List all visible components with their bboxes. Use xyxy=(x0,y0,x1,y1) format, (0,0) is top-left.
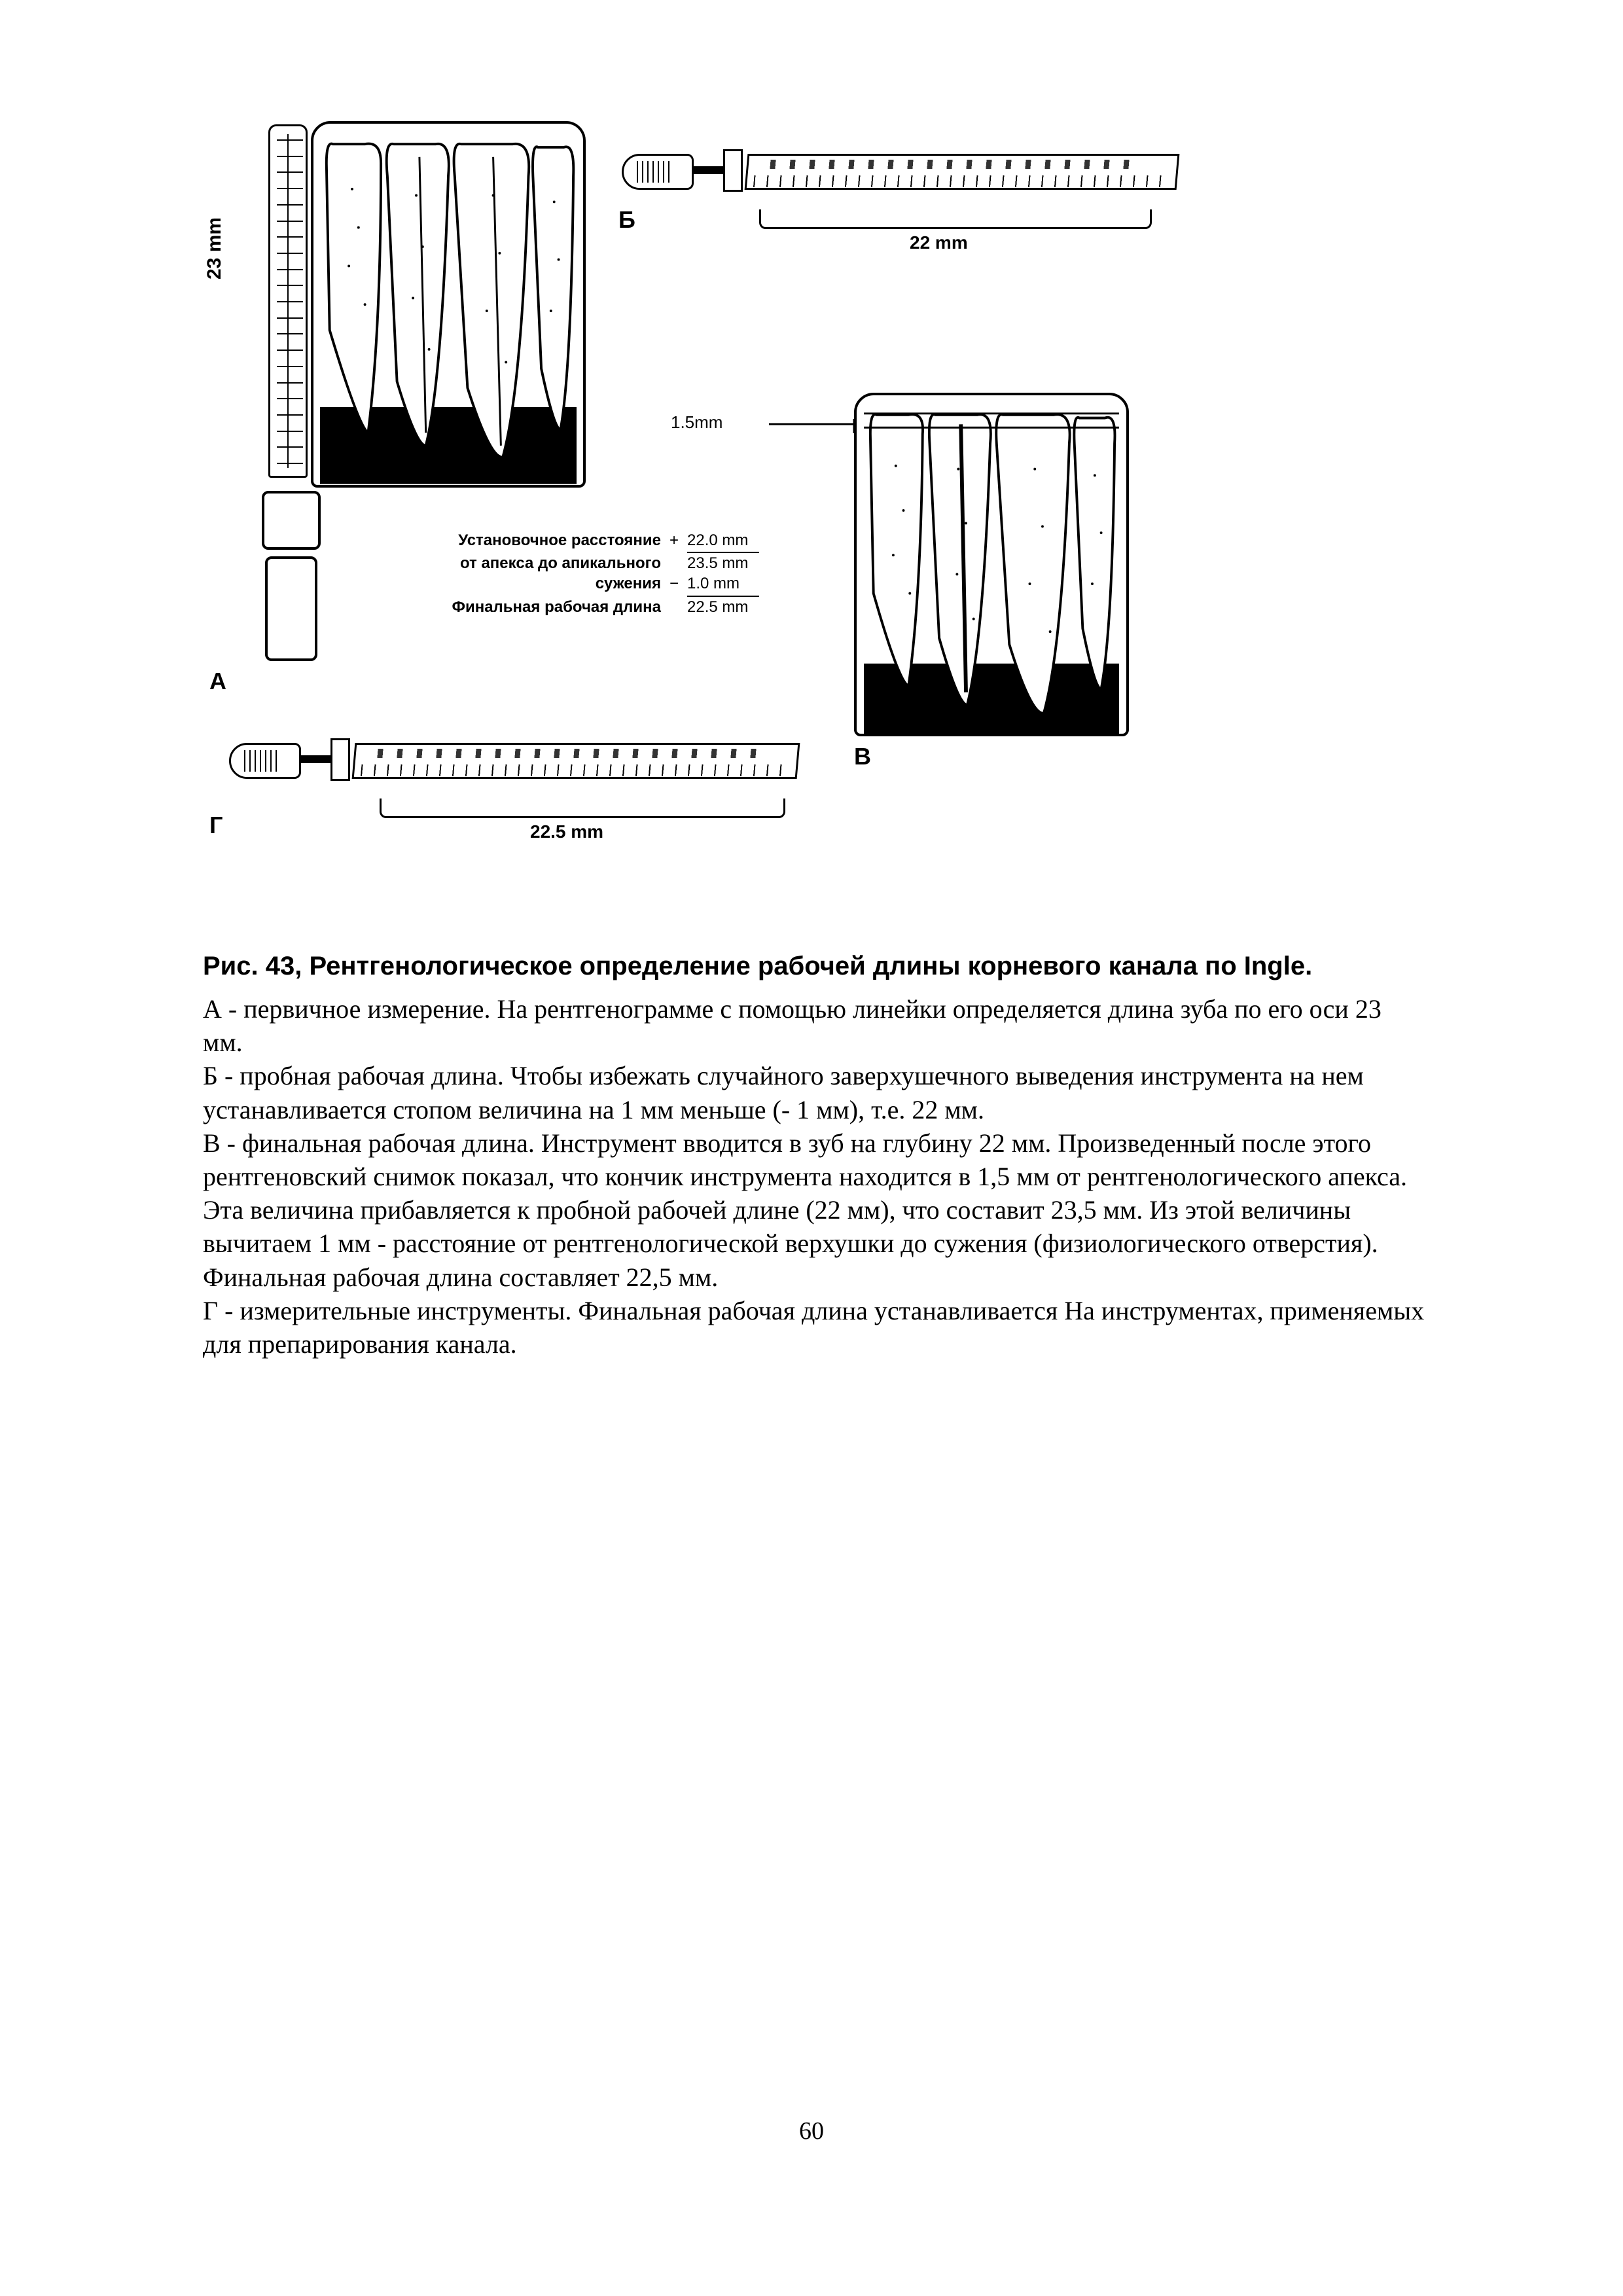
file-ruler-icon xyxy=(352,743,800,779)
panel-g-measure: 22.5 mm xyxy=(530,821,603,842)
file-ruler-icon xyxy=(745,154,1180,190)
calc-row1-val: 22.0 mm xyxy=(687,530,759,553)
ruler-ticks-icon xyxy=(277,139,303,463)
paragraph: А - первичное измерение. На рентгенограм… xyxy=(203,992,1427,1059)
calc-row4-val: 1.0 mm xyxy=(687,573,759,596)
figure-caption: Рис. 43, Рентгенологическое определение … xyxy=(203,949,1427,983)
panel-b-file xyxy=(622,137,1185,209)
panel-g-label: Г xyxy=(209,812,223,839)
calculation-block: Установочное расстояние + 22.0 mm от апе… xyxy=(406,530,759,617)
paragraph: Г - измерительные инструменты. Финальная… xyxy=(203,1294,1427,1361)
file-shaft-icon xyxy=(694,166,726,174)
panel-a-label: А xyxy=(209,668,226,695)
file-handle-icon xyxy=(229,743,301,779)
panel-a-ruler-label: 23 mm xyxy=(204,217,226,279)
panel-a-ruler xyxy=(268,124,308,478)
file-shaft-icon xyxy=(301,755,334,763)
panel-a-lower-icon xyxy=(255,491,334,687)
file-stop-icon xyxy=(330,738,350,781)
panel-a-radiograph xyxy=(311,121,586,488)
calc-row1-op: + xyxy=(668,530,681,553)
panel-v-lead-label: 1.5mm xyxy=(671,412,722,433)
page: 23 mm xyxy=(0,0,1623,1426)
file-handle-icon xyxy=(622,154,694,190)
calc-row5-val: 22.5 mm xyxy=(687,597,759,617)
body-text: А - первичное измерение. На рентгенограм… xyxy=(203,992,1427,1361)
figure-43: 23 mm xyxy=(203,118,1276,870)
page-number: 60 xyxy=(0,2117,1623,2145)
calc-row3-val: 23.5 mm xyxy=(687,553,759,573)
panel-b-label: Б xyxy=(618,206,635,234)
panel-v-leader: 1.5mm xyxy=(769,412,854,452)
teeth-illustration-icon xyxy=(320,137,577,485)
calc-row3-label: от апекса до апикального xyxy=(406,553,661,573)
bracket-icon xyxy=(759,209,1152,229)
panel-g-file xyxy=(229,726,818,798)
panel-b-measure: 22 mm xyxy=(910,232,968,253)
bracket-icon xyxy=(380,798,785,818)
teeth-illustration-icon xyxy=(863,408,1120,734)
paragraph: В - финальная рабочая длина. Инструмент … xyxy=(203,1126,1427,1294)
paragraph: Б - пробная рабочая длина. Чтобы избежат… xyxy=(203,1059,1427,1126)
calc-row5-label: Финальная рабочая длина xyxy=(406,597,661,617)
panel-v-label: В xyxy=(854,743,871,770)
calc-row4-op: − xyxy=(668,573,681,596)
calc-row4-label: сужения xyxy=(406,573,661,596)
panel-v-radiograph xyxy=(854,393,1129,736)
file-stop-icon xyxy=(723,149,743,192)
calc-row1-label: Установочное расстояние xyxy=(406,530,661,553)
